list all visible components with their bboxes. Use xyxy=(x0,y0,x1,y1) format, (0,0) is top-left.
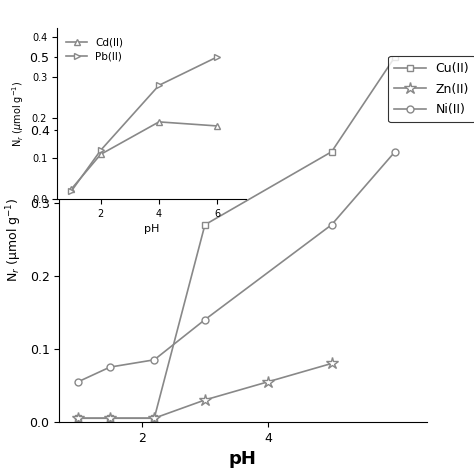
Line: Zn(II): Zn(II) xyxy=(72,357,338,424)
Line: Cu(II): Cu(II) xyxy=(75,54,399,422)
Cd(II) xyxy=(69,186,74,192)
Line: Ni(II): Ni(II) xyxy=(75,148,399,385)
Pb(II) xyxy=(69,188,74,194)
Ni(II) xyxy=(75,379,81,384)
Y-axis label: N$_r$ ($\mu$mol g$^{-1}$): N$_r$ ($\mu$mol g$^{-1}$) xyxy=(10,81,26,147)
Pb(II) xyxy=(214,54,220,60)
Zn(II) xyxy=(202,397,208,403)
Cd(II) xyxy=(98,152,103,157)
Cu(II) xyxy=(75,415,81,421)
Legend: Cu(II), Zn(II), Ni(II): Cu(II), Zn(II), Ni(II) xyxy=(388,56,474,122)
Cu(II) xyxy=(107,415,113,421)
Ni(II) xyxy=(329,222,335,228)
Zn(II) xyxy=(329,361,335,366)
Cd(II) xyxy=(156,119,162,125)
Cu(II) xyxy=(392,54,398,60)
Zn(II) xyxy=(265,379,271,384)
X-axis label: pH: pH xyxy=(229,450,257,468)
Ni(II) xyxy=(202,317,208,322)
Cu(II) xyxy=(202,222,208,228)
Line: Cd(II): Cd(II) xyxy=(69,119,220,191)
Ni(II) xyxy=(392,149,398,155)
Pb(II) xyxy=(156,82,162,88)
X-axis label: pH: pH xyxy=(144,224,159,234)
Cu(II) xyxy=(329,149,335,155)
Ni(II) xyxy=(151,357,157,363)
Zn(II) xyxy=(107,415,113,421)
Zn(II) xyxy=(151,415,157,421)
Cu(II) xyxy=(151,415,157,421)
Y-axis label: N$_r$ (μmol g$^{-1}$): N$_r$ (μmol g$^{-1}$) xyxy=(4,197,24,282)
Cd(II) xyxy=(214,123,220,129)
Line: Pb(II): Pb(II) xyxy=(69,54,220,194)
Ni(II) xyxy=(107,364,113,370)
Legend: Cd(II), Pb(II): Cd(II), Pb(II) xyxy=(62,34,128,66)
Zn(II) xyxy=(75,415,81,421)
Pb(II) xyxy=(98,147,103,153)
